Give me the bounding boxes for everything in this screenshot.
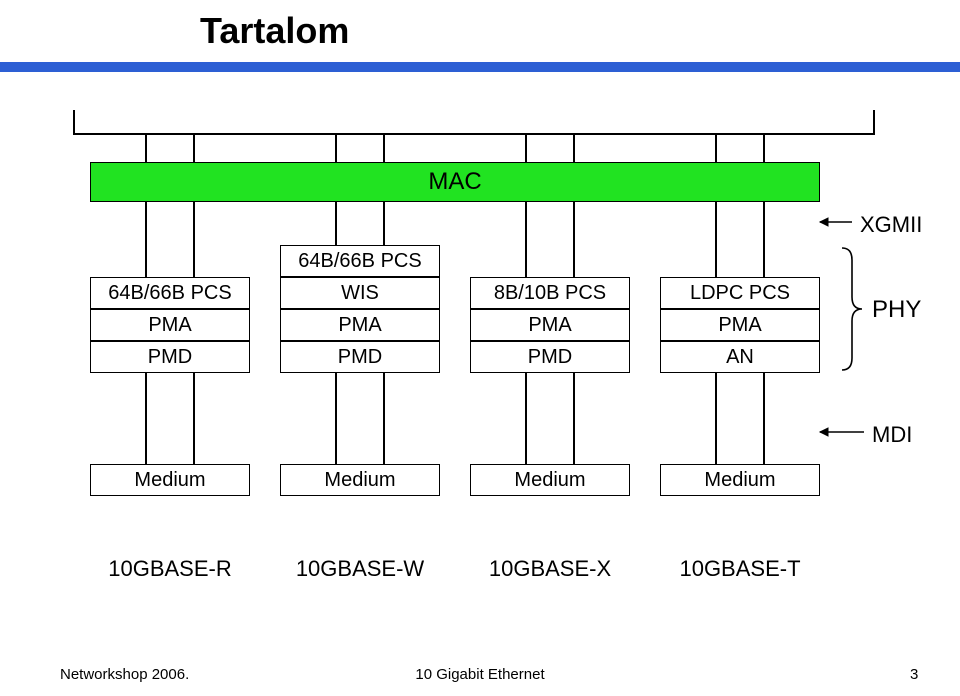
mac-bar: MAC	[90, 162, 820, 202]
base-label-1: 10GBASE-W	[280, 556, 440, 582]
mdi-label: MDI	[872, 422, 912, 448]
medium-cell-0: Medium	[90, 464, 250, 496]
medium-cell-2: Medium	[470, 464, 630, 496]
pmd-cell-3: AN	[660, 341, 820, 373]
pcs-cell-0: 64B/66B PCS	[90, 277, 250, 309]
pmd-cell-1: PMD	[280, 341, 440, 373]
pma-cell-0: PMA	[90, 309, 250, 341]
pmd-cell-0: PMD	[90, 341, 250, 373]
pma-cell-3: PMA	[660, 309, 820, 341]
footer-right: 3	[910, 666, 918, 683]
wis-cell-1: WIS	[280, 277, 440, 309]
pcs-cell-2: 8B/10B PCS	[470, 277, 630, 309]
pcs-cell-3: LDPC PCS	[660, 277, 820, 309]
xgmii-label: XGMII	[860, 212, 922, 238]
base-label-3: 10GBASE-T	[660, 556, 820, 582]
pmd-cell-2: PMD	[470, 341, 630, 373]
medium-cell-3: Medium	[660, 464, 820, 496]
pma-cell-1: PMA	[280, 309, 440, 341]
pcs-cell-1: 64B/66B PCS	[280, 245, 440, 277]
medium-cell-1: Medium	[280, 464, 440, 496]
pma-cell-2: PMA	[470, 309, 630, 341]
base-label-2: 10GBASE-X	[470, 556, 630, 582]
base-label-0: 10GBASE-R	[90, 556, 250, 582]
footer-center: 10 Gigabit Ethernet	[0, 666, 960, 683]
phy-label: PHY	[872, 296, 921, 324]
slide: Tartalom MAC 64B/66B PCSPMAPMDMedium64B/…	[0, 0, 960, 696]
